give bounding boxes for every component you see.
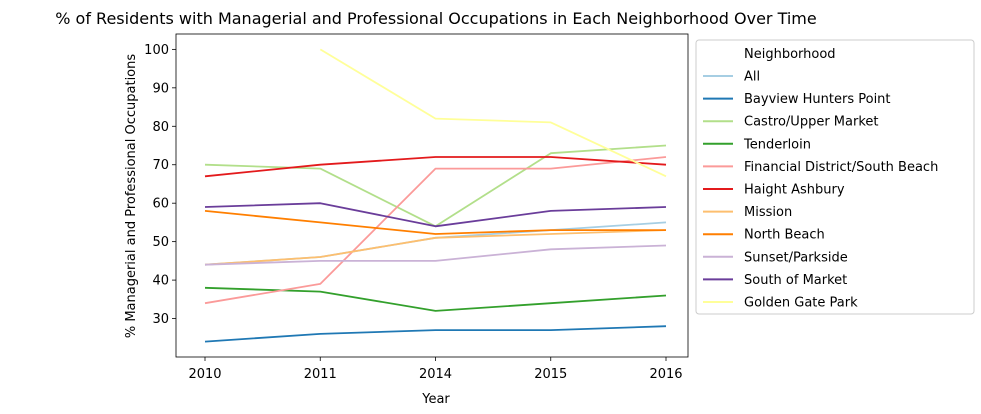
y-tick-label: 30 [152,312,169,327]
legend-entry-label: Bayview Hunters Point [744,92,891,107]
series-line-south-of-market [204,202,667,228]
y-tick-label: 60 [152,197,169,212]
x-axis: 2010 2011 2014 2015 2016 [188,357,683,382]
series-line-financial-district-south-beach [204,156,667,305]
x-tick-label: 2010 [188,367,221,382]
series-line-golden-gate-park [319,48,667,178]
series-line-north-beach [204,210,666,235]
series-line-bayview-hunters-point [204,325,667,343]
legend-frame [695,39,975,315]
legend-entry-label: Financial District/South Beach [744,160,938,175]
legend-entry-label: Mission [744,205,792,220]
x-tick-label: 2016 [649,367,682,382]
plot-frame [175,33,689,358]
legend-entry-label: Sunset/Parkside [744,250,848,265]
y-axis-label: % Managerial and Professional Occupation… [124,54,139,339]
legend: Neighborhood All Bayview Hunters Point Cas… [695,39,975,315]
series-line-mission [204,229,667,266]
legend-entry-label: Castro/Upper Market [744,115,879,130]
y-tick-label: 80 [152,120,169,135]
y-axis: 30 40 50 60 70 80 90 100 [144,43,176,327]
x-axis-label: Year [421,392,450,407]
legend-entry-label: Tenderloin [743,137,811,152]
x-tick-label: 2011 [304,367,337,382]
y-tick-label: 40 [152,274,169,289]
chart-title: % of Residents with Managerial and Profe… [55,9,816,28]
y-tick-label: 100 [144,43,169,58]
series-line-sunset-parkside [204,244,667,266]
series-line-haight-ashbury [204,156,667,178]
x-tick-label: 2015 [534,367,567,382]
x-tick-label: 2014 [419,367,452,382]
legend-entry-label: Haight Ashbury [744,183,845,198]
plot-area [175,33,689,358]
legend-entry-label: All [744,70,760,85]
y-tick-label: 50 [152,235,169,250]
legend-entry-label: South of Market [744,273,847,288]
y-tick-label: 90 [152,81,169,96]
legend-entry-label: Golden Gate Park [744,296,858,311]
series-lines [204,48,667,343]
series-line-all [204,221,667,266]
legend-title: Neighborhood [744,47,836,62]
legend-entry-label: North Beach [744,228,825,243]
y-tick-label: 70 [152,158,169,173]
